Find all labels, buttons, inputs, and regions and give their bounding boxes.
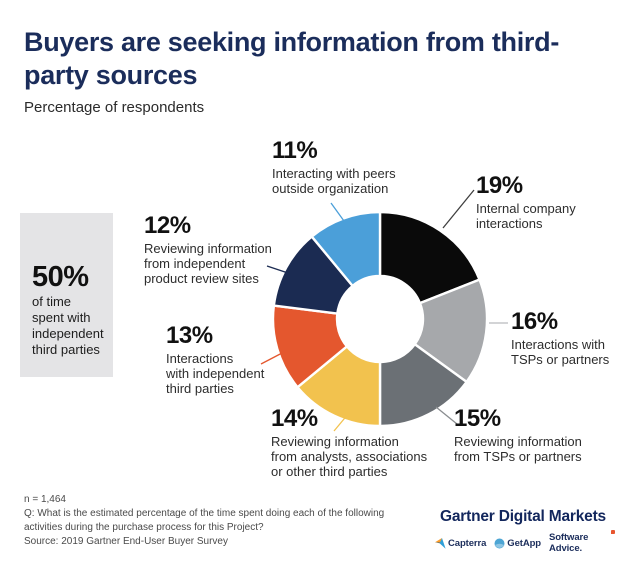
percent-value: 19% — [476, 172, 523, 199]
percent-value: 15% — [454, 405, 501, 432]
percent-desc: Interactions with TSPs or partners — [511, 337, 610, 367]
percent-desc: Interactions with independent third part… — [166, 351, 265, 396]
donut-slice-19pct — [378, 210, 481, 305]
capterra-label: Capterra — [448, 537, 487, 549]
getapp-icon — [494, 538, 505, 548]
leader-line-19pct — [442, 189, 475, 229]
percent-desc: Reviewing information from independent p… — [144, 241, 272, 286]
percent-value: 14% — [271, 405, 318, 432]
callout-box: 50% of time spent with independent third… — [20, 213, 113, 377]
donut-slice-11pct — [310, 210, 382, 288]
software-advice-logo: Software Advice. — [548, 530, 615, 554]
leader-line-15pct — [435, 406, 458, 425]
percent-value: 11% — [272, 137, 318, 164]
leader-line-14pct — [333, 412, 350, 432]
brand-logos: Capterra GetApp Software Advice. — [435, 530, 615, 554]
percent-desc: Internal company interactions — [476, 201, 576, 231]
page-title: Buyers are seeking information from thir… — [24, 27, 560, 90]
annotation-analysts-review: 14% Reviewing information from analysts,… — [271, 405, 428, 480]
software-advice-mark-icon — [611, 530, 615, 534]
leader-line-13pct — [260, 351, 285, 365]
source-line: Source: 2019 Gartner End-User Buyer Surv… — [24, 536, 228, 547]
brand-title: Gartner Digital Markets — [440, 508, 606, 525]
getapp-logo: GetApp — [494, 538, 541, 549]
annotation-independent-interactions: 13% Interactions with independent third … — [166, 322, 265, 397]
footnote: n = 1,464 Q: What is the estimated perce… — [24, 493, 444, 549]
annotation-tsp-review: 15% Reviewing information from TSPs or p… — [454, 405, 582, 465]
callout-value: 50% — [32, 261, 89, 293]
software-advice-label: Software Advice. — [548, 532, 589, 554]
annotation-peers-outside: 11% Interacting with peers outside organ… — [272, 137, 396, 197]
leader-line-12pct — [266, 265, 289, 274]
percent-value: 12% — [144, 212, 191, 239]
callout-text: of time spent with independent third par… — [32, 294, 104, 357]
capterra-icon — [435, 537, 446, 549]
getapp-label: GetApp — [507, 537, 541, 549]
percent-desc: Interacting with peers outside organizat… — [272, 166, 396, 196]
survey-question: Q: What is the estimated percentage of t… — [24, 508, 385, 533]
leader-line-11pct — [330, 202, 345, 222]
percent-value: 16% — [511, 308, 558, 335]
page-subtitle: Percentage of respondents — [24, 99, 205, 116]
percent-desc: Reviewing information from analysts, ass… — [271, 434, 428, 479]
annotation-review-sites: 12% Reviewing information from independe… — [144, 212, 272, 287]
percent-value: 13% — [166, 322, 213, 349]
capterra-logo: Capterra — [435, 537, 487, 549]
annotation-internal-company: 19% Internal company interactions — [476, 172, 576, 232]
sample-size: n = 1,464 — [24, 494, 66, 505]
annotation-tsp-interactions: 16% Interactions with TSPs or partners — [511, 308, 610, 368]
percent-desc: Reviewing information from TSPs or partn… — [454, 434, 582, 464]
